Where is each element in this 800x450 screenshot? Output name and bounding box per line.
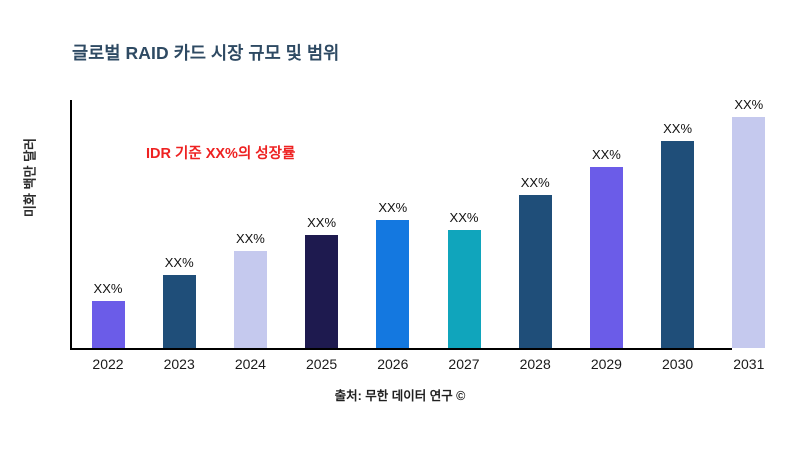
bar-value-label-2029: XX%: [591, 147, 621, 162]
bar-rect-2023[interactable]: [162, 275, 196, 348]
x-tick-2030: 2030: [662, 356, 694, 372]
chart-title: 글로벌 RAID 카드 시장 규모 및 범위: [72, 43, 340, 63]
bar-2031[interactable]: XX%: [732, 97, 766, 348]
bar-2022[interactable]: XX%: [91, 281, 125, 348]
bar-2028[interactable]: XX%: [518, 175, 552, 348]
bar-value-label-2023: XX%: [164, 255, 194, 270]
plot-area: XX% XX% XX% XX% XX% XX% XX% XX% XX% XX%: [70, 97, 782, 350]
bar-value-label-2025: XX%: [307, 215, 337, 230]
bar-rect-2024[interactable]: [233, 251, 267, 348]
x-tick-2023: 2023: [163, 356, 195, 372]
x-tick-2027: 2027: [448, 356, 480, 372]
x-tick-2024: 2024: [234, 356, 266, 372]
bar-rect-2030[interactable]: [661, 141, 695, 348]
bar-rect-2022[interactable]: [91, 301, 125, 348]
x-tick-2028: 2028: [519, 356, 551, 372]
y-axis-label: 미화 백만 달러: [22, 138, 38, 217]
bar-value-label-2027: XX%: [449, 210, 479, 225]
bar-rect-2028[interactable]: [518, 195, 552, 348]
bar-2029[interactable]: XX%: [589, 147, 623, 348]
x-tick-2026: 2026: [377, 356, 409, 372]
source-caption: 출처: 무한 데이터 연구 ©: [334, 389, 466, 403]
bar-2027[interactable]: XX%: [447, 210, 481, 348]
x-tick-2031: 2031: [733, 356, 765, 372]
bar-value-label-2031: XX%: [734, 97, 764, 112]
bar-2023[interactable]: XX%: [162, 255, 196, 348]
x-tick-2022: 2022: [92, 356, 124, 372]
x-tick-2029: 2029: [590, 356, 622, 372]
bar-value-label-2028: XX%: [520, 175, 550, 190]
bar-value-label-2022: XX%: [93, 281, 123, 296]
bar-value-label-2030: XX%: [663, 121, 693, 136]
bar-rect-2031[interactable]: [732, 117, 766, 348]
bar-rect-2026[interactable]: [376, 220, 410, 348]
x-axis-line: [70, 348, 732, 350]
growth-rate-annotation: IDR 기준 XX%의 성장률: [146, 146, 296, 162]
bar-value-label-2024: XX%: [235, 231, 265, 246]
y-axis-label-wrapper: 미화 백만 달러: [0, 110, 56, 250]
bar-rect-2027[interactable]: [447, 230, 481, 348]
bar-rect-2025[interactable]: [305, 235, 339, 348]
y-axis-line: [70, 100, 72, 350]
x-tick-2025: 2025: [306, 356, 338, 372]
bar-2024[interactable]: XX%: [233, 231, 267, 348]
bar-2026[interactable]: XX%: [376, 200, 410, 348]
bar-2025[interactable]: XX%: [305, 215, 339, 348]
bar-value-label-2026: XX%: [378, 200, 408, 215]
bar-rect-2029[interactable]: [589, 167, 623, 348]
bar-2030[interactable]: XX%: [661, 121, 695, 348]
